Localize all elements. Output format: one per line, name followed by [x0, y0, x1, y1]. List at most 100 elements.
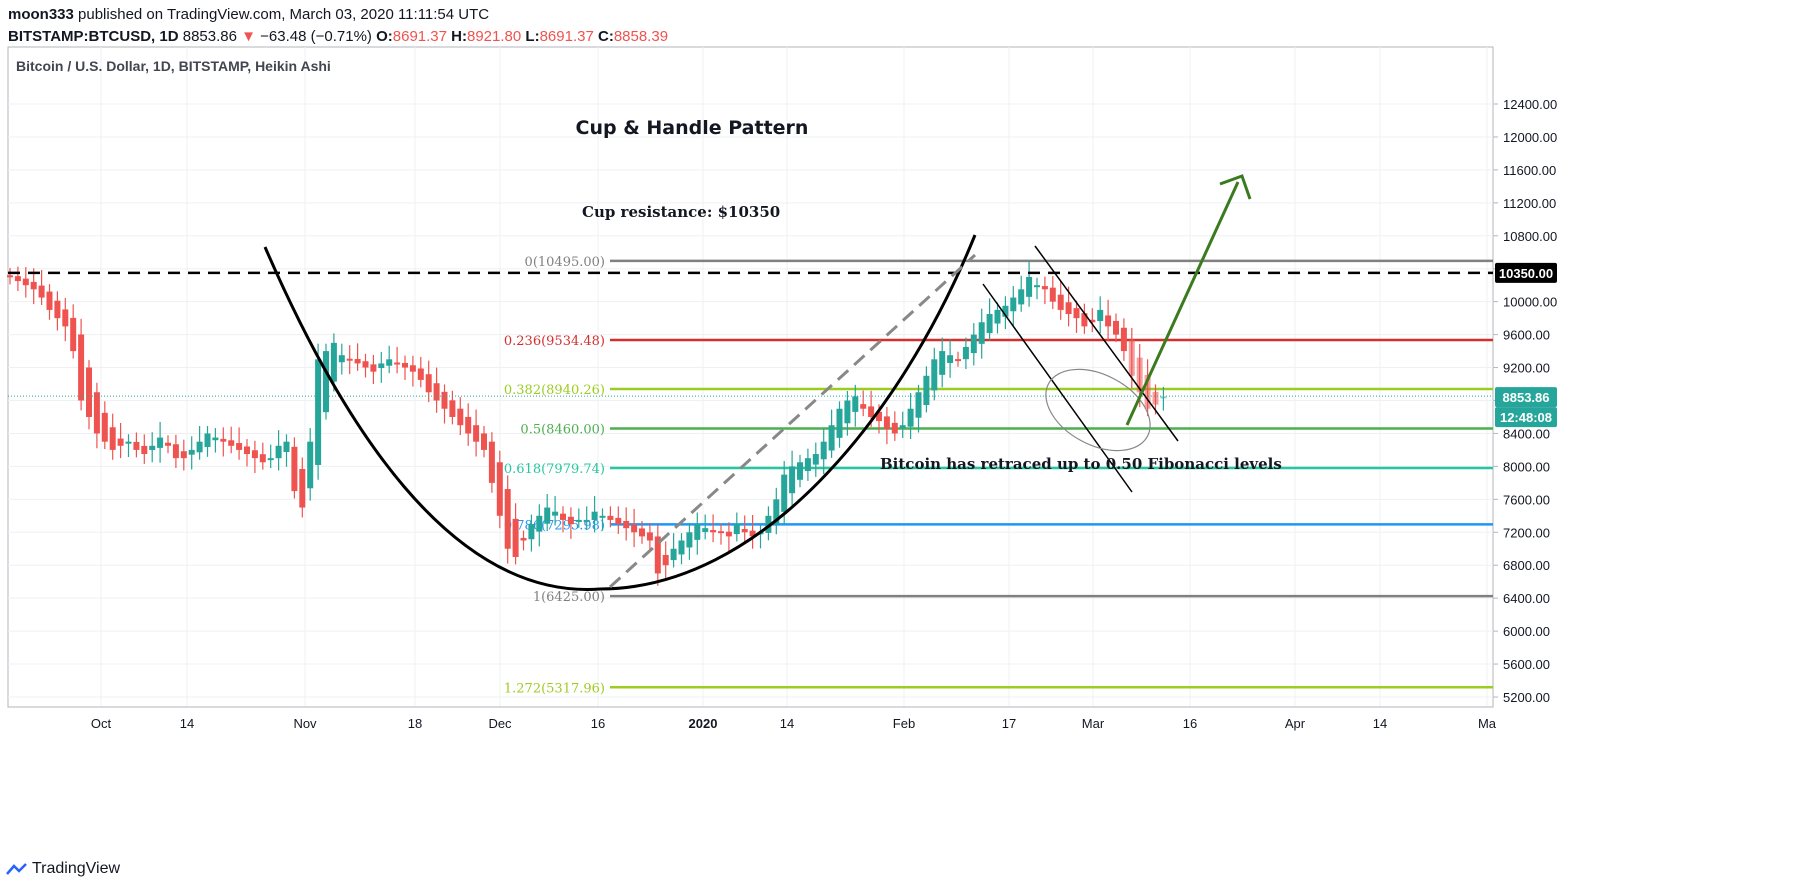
candle-body: [710, 530, 717, 533]
y-tick-label: 10800.00: [1503, 229, 1557, 244]
candle-body: [14, 276, 21, 282]
candle-body: [259, 454, 266, 463]
candle-body: [1018, 289, 1025, 305]
price-axis-label: 8853.86: [1503, 390, 1550, 405]
y-tick-label: 12400.00: [1503, 97, 1557, 112]
y-tick-label: 7200.00: [1503, 525, 1550, 540]
brand-name: TradingView: [32, 860, 121, 877]
candle-body: [1034, 285, 1040, 288]
resistance-axis-label-bg: [1495, 262, 1557, 283]
publisher-name[interactable]: moon333: [8, 6, 74, 23]
candle-body: [844, 400, 851, 424]
candle-body: [46, 291, 53, 310]
candle-body: [7, 275, 13, 278]
candle-body: [1041, 286, 1048, 290]
open-label: O:: [376, 28, 393, 45]
publish-info: moon333 published on TradingView.com, Ma…: [8, 6, 489, 23]
publish-text: published on TradingView.com, March 03, …: [78, 6, 490, 23]
y-tick-label: 9200.00: [1503, 361, 1550, 376]
candle-body: [346, 358, 353, 361]
candle-body: [149, 445, 156, 450]
candle-body: [244, 446, 250, 455]
candle-body: [536, 515, 543, 532]
candle-body: [165, 442, 171, 446]
y-tick-label: 5600.00: [1503, 657, 1550, 672]
candle-body: [797, 462, 803, 480]
candle-body: [299, 468, 306, 508]
candle-body: [78, 334, 85, 401]
candle-body: [607, 515, 614, 520]
candle-body: [749, 530, 756, 537]
candle-body: [978, 322, 985, 344]
candle-body: [615, 517, 622, 525]
resistance-label: Cup resistance: $10350: [582, 203, 780, 221]
candle-body: [1113, 320, 1119, 335]
candle-body: [386, 359, 393, 366]
fib-level-label: 1.272(5317.96): [504, 681, 605, 696]
low-label: L:: [525, 28, 540, 45]
candle-body: [678, 540, 685, 555]
symbol-label: BITSTAMP:BTCUSD, 1D: [8, 28, 179, 45]
candle-body: [1120, 327, 1127, 352]
candle-body: [22, 278, 29, 286]
candle-body: [220, 438, 227, 442]
plot-area: [7, 46, 1494, 708]
candle-body: [725, 531, 732, 537]
candle-body: [970, 334, 977, 354]
candle-body: [70, 317, 77, 352]
candle-body: [994, 309, 1001, 324]
y-tick-label: 6800.00: [1503, 558, 1550, 573]
y-tick-label: 10000.00: [1503, 295, 1557, 310]
candle-body: [876, 411, 882, 422]
candle-body: [251, 450, 258, 459]
candle-body: [180, 451, 187, 459]
candle-body: [773, 499, 780, 525]
candle-body: [378, 363, 385, 369]
chart-title: Bitcoin / U.S. Dollar, 1D, BITSTAMP, Hei…: [16, 58, 331, 74]
y-tick-label: 11200.00: [1503, 196, 1556, 211]
candle-body: [718, 531, 724, 534]
candle-body: [433, 383, 440, 401]
candle-body: [915, 392, 922, 418]
candle-body: [891, 422, 898, 434]
tradingview-logo[interactable]: TradingView: [6, 860, 120, 878]
candle-body: [654, 536, 661, 574]
y-tick-label: 9600.00: [1503, 328, 1550, 343]
candle-body: [212, 437, 219, 441]
price-change: −63.48 (−0.71%): [260, 28, 372, 45]
fib-level-label: 0.786(7295.98): [504, 518, 605, 533]
candle-body: [836, 408, 843, 438]
candle-body: [931, 359, 938, 391]
candle-body: [291, 446, 298, 492]
candle-body: [362, 361, 369, 368]
candle-body: [441, 391, 448, 409]
candle-body: [552, 511, 559, 516]
candle-body: [457, 408, 464, 426]
candle-body: [1002, 305, 1009, 317]
breakout-arrow-head: [1219, 174, 1252, 200]
candle-body: [591, 511, 598, 521]
fib-level-label: 0.618(7979.74): [504, 462, 605, 477]
candle-body: [781, 474, 788, 512]
candle-body: [520, 537, 527, 541]
candle-body: [323, 351, 329, 413]
candle-body: [504, 489, 511, 549]
x-tick-label: 14: [180, 716, 194, 731]
x-tick-label: Apr: [1285, 716, 1306, 731]
candle-body: [1152, 391, 1159, 405]
x-tick-label: 16: [591, 716, 605, 731]
candle-body: [449, 400, 456, 417]
candle-body: [1136, 357, 1143, 393]
candle-body: [1081, 313, 1088, 327]
candle-body: [402, 362, 408, 368]
y-tick-label: 6000.00: [1503, 624, 1550, 639]
y-tick-label: 8000.00: [1503, 459, 1550, 474]
candle-body: [1144, 374, 1151, 409]
x-tick-label: 14: [1373, 716, 1387, 731]
candle-body: [1097, 309, 1104, 322]
candle-body: [1026, 276, 1033, 297]
candle-body: [733, 524, 740, 535]
y-tick-label: 5200.00: [1503, 690, 1550, 705]
candle-body: [1089, 319, 1096, 323]
